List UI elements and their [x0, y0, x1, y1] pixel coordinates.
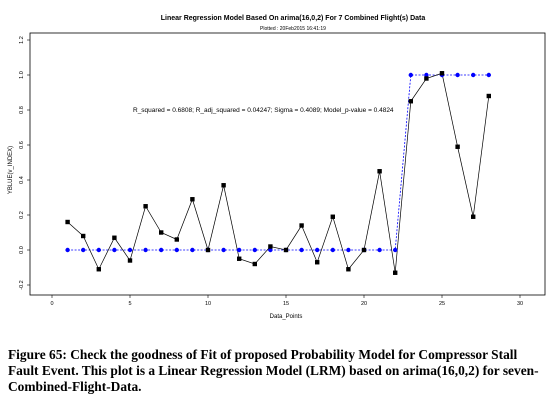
observed-point — [97, 267, 101, 271]
observed-point — [346, 267, 350, 271]
x-tick-label: 30 — [517, 301, 523, 307]
observed-point — [81, 234, 85, 238]
observed-point — [128, 258, 132, 262]
x-tick-label: 20 — [361, 301, 367, 307]
fitted-point — [377, 248, 381, 252]
fitted-point — [190, 248, 194, 252]
fitted-point — [221, 248, 225, 252]
observed-point — [268, 244, 272, 248]
fitted-point — [331, 248, 335, 252]
observed-point — [393, 271, 397, 275]
fitted-point — [315, 248, 319, 252]
fitted-point — [112, 248, 116, 252]
observed-point — [471, 215, 475, 219]
y-tick-label: 0.8 — [19, 106, 25, 114]
figure-caption: Figure 65: Check the goodness of Fit of … — [8, 347, 548, 395]
observed-point — [299, 223, 303, 227]
observed-point — [409, 99, 413, 103]
fitted-point — [409, 73, 413, 77]
series-layer — [65, 71, 491, 275]
observed-point — [284, 248, 288, 252]
y-axis-label: YBLUE(v_INDEX) — [8, 146, 14, 194]
x-tick-label: 0 — [50, 301, 53, 307]
fitted-series-line — [68, 75, 489, 250]
observed-point — [143, 204, 147, 208]
x-axis-label: Data_Points — [270, 314, 303, 320]
fitted-point — [81, 248, 85, 252]
x-tick-label: 15 — [283, 301, 289, 307]
fitted-point — [253, 248, 257, 252]
y-tick-label: 1.0 — [19, 71, 25, 79]
observed-series-line — [68, 73, 489, 273]
x-tick-label: 25 — [439, 301, 445, 307]
chart-title: Linear Regression Model Based On arima(1… — [161, 15, 426, 22]
fitted-point — [299, 248, 303, 252]
observed-point — [65, 220, 69, 224]
fitted-point — [393, 248, 397, 252]
observed-point — [455, 145, 459, 149]
observed-point — [487, 94, 491, 98]
fitted-point — [97, 248, 101, 252]
y-tick-label: 0.6 — [19, 141, 25, 149]
y-tick-label: 0.0 — [19, 246, 25, 254]
observed-point — [221, 183, 225, 187]
observed-point — [237, 257, 241, 261]
fitted-point — [143, 248, 147, 252]
fitted-point — [65, 248, 69, 252]
fitted-point — [471, 73, 475, 77]
y-axis: -0.2 0.0 0.2 0.4 0.6 0.8 1.0 1.2 — [19, 36, 30, 290]
fitted-point — [346, 248, 350, 252]
observed-point — [424, 76, 428, 80]
observed-point — [112, 236, 116, 240]
observed-point — [159, 230, 163, 234]
y-tick-label: 0.2 — [19, 211, 25, 219]
chart-subtitle: Plotted : 20Feb2015 16:41:19 — [260, 26, 326, 32]
stats-annotation: R_squared = 0.6808; R_adj_squared = 0.04… — [133, 107, 394, 114]
fitted-point — [128, 248, 132, 252]
observed-point — [362, 248, 366, 252]
x-tick-label: 5 — [128, 301, 131, 307]
plot-frame — [30, 33, 545, 295]
observed-point — [206, 248, 210, 252]
x-axis: 0 5 10 15 20 25 30 — [50, 295, 523, 307]
observed-point — [175, 237, 179, 241]
observed-point — [253, 262, 257, 266]
observed-point — [440, 71, 444, 75]
fitted-point — [455, 73, 459, 77]
fitted-point — [487, 73, 491, 77]
y-tick-label: 0.4 — [19, 176, 25, 184]
y-tick-label: -0.2 — [19, 280, 25, 289]
observed-point — [331, 215, 335, 219]
observed-point — [190, 197, 194, 201]
observed-point — [315, 260, 319, 264]
fitted-point — [237, 248, 241, 252]
observed-point — [377, 169, 381, 173]
fitted-point — [159, 248, 163, 252]
fitted-point — [175, 248, 179, 252]
regression-chart: Linear Regression Model Based On arima(1… — [0, 0, 555, 345]
x-tick-label: 10 — [205, 301, 211, 307]
y-tick-label: 1.2 — [19, 36, 25, 44]
